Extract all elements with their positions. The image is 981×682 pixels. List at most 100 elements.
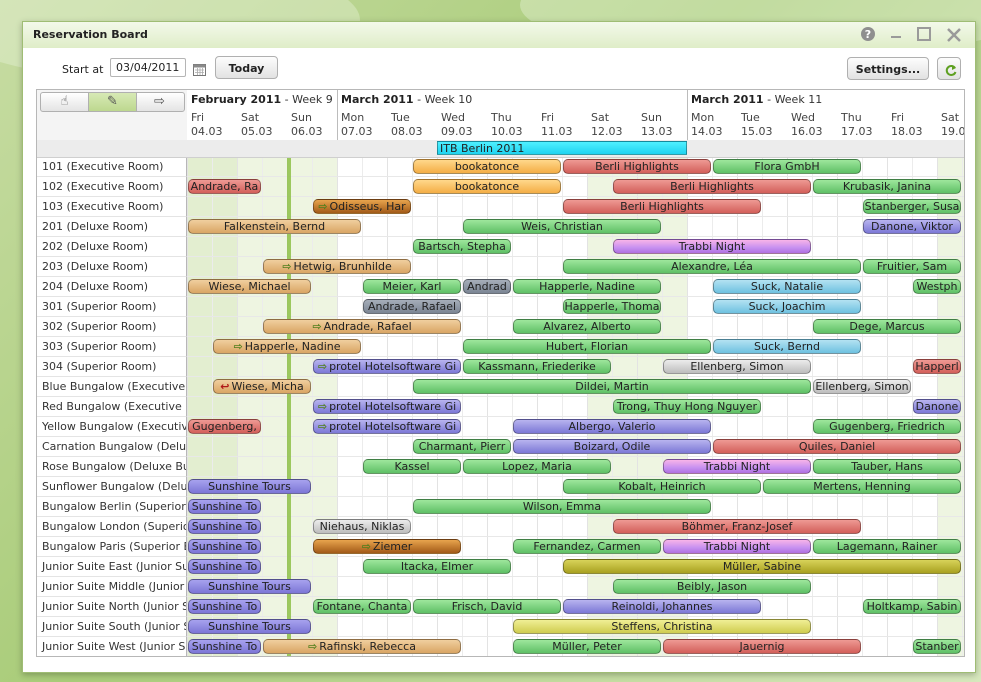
- reservation-bar[interactable]: Holtkamp, Sabin: [863, 599, 961, 614]
- start-date-input[interactable]: [110, 58, 186, 77]
- day-date[interactable]: 13.03: [641, 125, 673, 138]
- reservation-bar[interactable]: Kassmann, Friederike: [463, 359, 611, 374]
- day-date[interactable]: 09.03: [441, 125, 473, 138]
- reservation-bar[interactable]: Westph: [913, 279, 961, 294]
- close-icon[interactable]: [945, 26, 963, 44]
- reservation-bar[interactable]: Berli Highlights: [563, 199, 761, 214]
- reservation-bar[interactable]: ↩ Wiese, Micha: [213, 379, 311, 394]
- reservation-bar[interactable]: Danone, Viktor: [863, 219, 961, 234]
- room-label[interactable]: 103 (Executive Room): [37, 197, 187, 217]
- reservation-bar[interactable]: Andrade, Rafael: [363, 299, 461, 314]
- reservation-bar[interactable]: ⇨ Rafinski, Rebecca: [263, 639, 461, 654]
- reservation-bar[interactable]: Krubasik, Janina: [813, 179, 961, 194]
- reservation-bar[interactable]: Happerl: [913, 359, 961, 374]
- room-label[interactable]: Rose Bungalow (Deluxe Bur: [37, 457, 187, 477]
- room-label[interactable]: Bungalow London (Superior: [37, 517, 187, 537]
- reservation-bar[interactable]: Dege, Marcus: [813, 319, 961, 334]
- day-date[interactable]: 19.0: [941, 125, 965, 138]
- day-date[interactable]: 12.03: [591, 125, 623, 138]
- room-label[interactable]: Blue Bungalow (Executive I: [37, 377, 187, 397]
- reservation-bar[interactable]: Happerle, Thoma: [563, 299, 661, 314]
- settings-button[interactable]: Settings...: [847, 57, 929, 80]
- room-label[interactable]: Junior Suite North (Junior S: [37, 597, 187, 617]
- reservation-bar[interactable]: Weis, Christian: [463, 219, 661, 234]
- reservation-bar[interactable]: ⇨ protel Hotelsoftware Gi: [313, 359, 461, 374]
- reservation-bar[interactable]: Sunshine To: [188, 539, 261, 554]
- edit-tool-button[interactable]: ✎: [88, 93, 137, 111]
- today-button[interactable]: Today: [215, 56, 278, 79]
- refresh-button[interactable]: [937, 57, 961, 80]
- room-label[interactable]: Junior Suite West (Junior Su: [37, 637, 187, 656]
- reservation-bar[interactable]: ⇨ protel Hotelsoftware Gi: [313, 419, 461, 434]
- reservation-bar[interactable]: Boizard, Odile: [513, 439, 711, 454]
- reservation-bar[interactable]: Wilson, Emma: [413, 499, 711, 514]
- pan-tool-button[interactable]: ☝: [41, 93, 88, 111]
- reservation-bar[interactable]: ⇨ Hetwig, Brunhilde: [263, 259, 411, 274]
- reservation-bar[interactable]: Andrad: [463, 279, 511, 294]
- day-date[interactable]: 05.03: [241, 125, 273, 138]
- reservation-bar[interactable]: Sunshine Tours: [188, 479, 311, 494]
- day-date[interactable]: 08.03: [391, 125, 423, 138]
- reservation-bar[interactable]: Dildei, Martin: [413, 379, 811, 394]
- room-label[interactable]: Bungalow Paris (Superior Bu: [37, 537, 187, 557]
- reservation-bar[interactable]: Beibly, Jason: [613, 579, 811, 594]
- day-date[interactable]: 18.03: [891, 125, 923, 138]
- calendar-icon[interactable]: [193, 61, 206, 76]
- room-label[interactable]: Yellow Bungalow (Executive: [37, 417, 187, 437]
- reservation-bar[interactable]: Suck, Natalie: [713, 279, 861, 294]
- room-label[interactable]: Junior Suite Middle (Junior S: [37, 577, 187, 597]
- reservation-bar[interactable]: Steffens, Christina: [513, 619, 811, 634]
- reservation-bar[interactable]: Sunshine To: [188, 639, 261, 654]
- reservation-bar[interactable]: Gugenberg, Friedrich: [813, 419, 961, 434]
- reservation-bar[interactable]: Sunshine Tours: [188, 579, 311, 594]
- day-date[interactable]: 14.03: [691, 125, 723, 138]
- reservation-bar[interactable]: Müller, Sabine: [563, 559, 961, 574]
- reservation-bar[interactable]: Sunshine Tours: [188, 619, 311, 634]
- reservation-bar[interactable]: Falkenstein, Bernd: [188, 219, 361, 234]
- reservation-bar[interactable]: Alexandre, Léa: [563, 259, 861, 274]
- reservation-bar[interactable]: Ellenberg, Simon: [813, 379, 911, 394]
- room-label[interactable]: 301 (Superior Room): [37, 297, 187, 317]
- room-label[interactable]: 302 (Superior Room): [37, 317, 187, 337]
- reservation-bar[interactable]: Suck, Bernd: [713, 339, 861, 354]
- reservation-bar[interactable]: Quiles, Daniel: [713, 439, 961, 454]
- reservation-bar[interactable]: Jauernig: [663, 639, 861, 654]
- maximize-icon[interactable]: [915, 26, 933, 44]
- reservation-bar[interactable]: Berli Highlights: [613, 179, 811, 194]
- reservation-bar[interactable]: Suck, Joachim: [713, 299, 861, 314]
- reservation-bar[interactable]: Ellenberg, Simon: [663, 359, 811, 374]
- day-date[interactable]: 15.03: [741, 125, 773, 138]
- minimize-icon[interactable]: [887, 26, 905, 44]
- reservation-bar[interactable]: Niehaus, Niklas: [313, 519, 411, 534]
- day-date[interactable]: 04.03: [191, 125, 223, 138]
- day-date[interactable]: 17.03: [841, 125, 873, 138]
- reservation-bar[interactable]: Stanber: [913, 639, 961, 654]
- reservation-bar[interactable]: Mertens, Henning: [763, 479, 961, 494]
- reservation-bar[interactable]: Alvarez, Alberto: [513, 319, 661, 334]
- reservation-bar[interactable]: Albergo, Valerio: [513, 419, 711, 434]
- reservation-bar[interactable]: Itacka, Elmer: [363, 559, 511, 574]
- reservation-bar[interactable]: Sunshine To: [188, 499, 261, 514]
- room-label[interactable]: Junior Suite East (Junior Su: [37, 557, 187, 577]
- reservation-bar[interactable]: bookatonce: [413, 179, 561, 194]
- room-label[interactable]: 304 (Superior Room): [37, 357, 187, 377]
- reservation-bar[interactable]: Trabbi Night: [613, 239, 811, 254]
- reservation-bar[interactable]: ⇨ Ziemer: [313, 539, 461, 554]
- room-label[interactable]: Sunflower Bungalow (Delux: [37, 477, 187, 497]
- room-label[interactable]: 203 (Deluxe Room): [37, 257, 187, 277]
- reservation-bar[interactable]: Böhmer, Franz-Josef: [613, 519, 861, 534]
- reservation-bar[interactable]: Sunshine To: [188, 519, 261, 534]
- day-date[interactable]: 07.03: [341, 125, 373, 138]
- room-label[interactable]: 303 (Superior Room): [37, 337, 187, 357]
- reservation-bar[interactable]: Fernandez, Carmen: [513, 539, 661, 554]
- reservation-bar[interactable]: Kassel: [363, 459, 461, 474]
- reservation-bar[interactable]: Stanberger, Susa: [863, 199, 961, 214]
- reservation-bar[interactable]: Lopez, Maria: [463, 459, 611, 474]
- reservation-bar[interactable]: Trabbi Night: [663, 539, 811, 554]
- reservation-bar[interactable]: ⇨ protel Hotelsoftware Gi: [313, 399, 461, 414]
- room-label[interactable]: Carnation Bungalow (Delux: [37, 437, 187, 457]
- reservation-bar[interactable]: ⇨ Odisseus, Har: [313, 199, 411, 214]
- room-label[interactable]: Junior Suite South (Junior S: [37, 617, 187, 637]
- event-bar[interactable]: ITB Berlin 2011: [437, 141, 687, 155]
- reservation-bar[interactable]: Fontane, Chanta: [313, 599, 411, 614]
